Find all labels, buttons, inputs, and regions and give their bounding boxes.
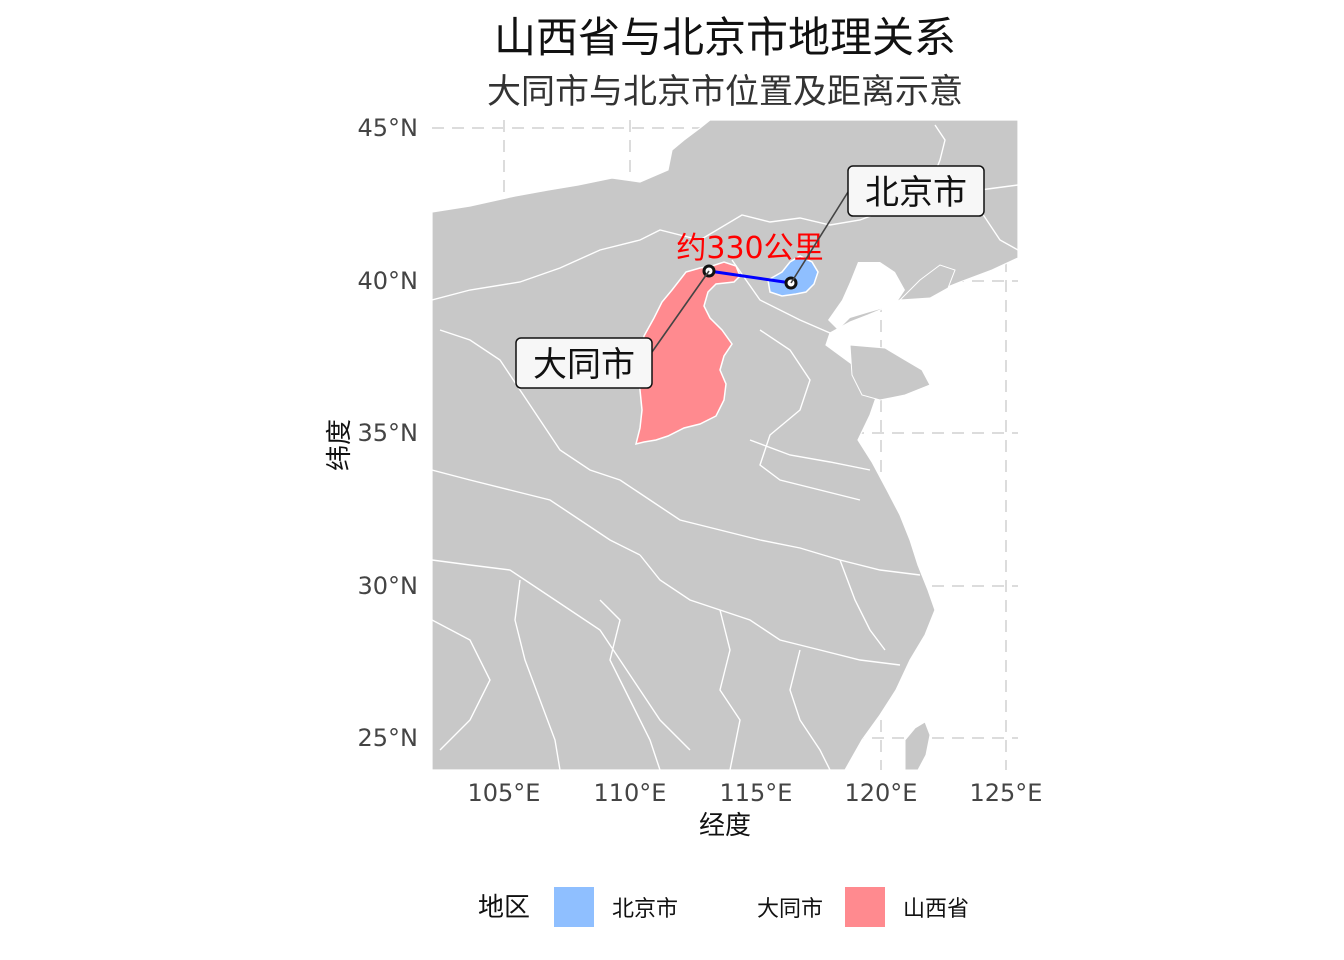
distance-label: 约330公里 — [676, 231, 823, 266]
taiwan-island — [904, 721, 931, 770]
datong-callout: 大同市 — [515, 337, 653, 389]
map-panel: 约330公里 — [432, 120, 1018, 770]
y-tick-label: 45°N — [358, 114, 419, 142]
beijing-leader-line — [790, 191, 849, 284]
y-tick-label: 40°N — [358, 267, 419, 295]
shandong-peninsula — [849, 344, 931, 401]
legend-swatch-shanxi — [845, 887, 885, 927]
x-tick-label: 125°E — [970, 779, 1043, 807]
legend-label-shanxi: 山西省 — [903, 897, 969, 922]
liaodong-peninsula — [898, 264, 956, 301]
y-tick-label: 25°N — [358, 724, 419, 752]
x-tick-label: 110°E — [594, 779, 667, 807]
x-tick-label: 120°E — [845, 779, 918, 807]
bohai-sea — [828, 262, 905, 330]
y-tick-label: 35°N — [358, 419, 419, 447]
legend-label-datong: 大同市 — [757, 897, 823, 922]
beijing-region — [767, 255, 819, 297]
x-tick-label: 105°E — [468, 779, 541, 807]
legend: 地区 北京市 大同市 山西省 — [478, 887, 969, 927]
datong-callout-label: 大同市 — [533, 345, 635, 385]
legend-title: 地区 — [478, 893, 530, 923]
distance-line — [708, 269, 792, 285]
datong-leader-line — [651, 270, 710, 353]
y-tick-label: 30°N — [358, 572, 419, 600]
y-axis-title: 纬度 — [325, 419, 355, 471]
x-tick-label: 115°E — [720, 779, 793, 807]
chart-subtitle: 大同市与北京市位置及距离示意 — [487, 72, 963, 112]
beijing-callout-label: 北京市 — [865, 173, 967, 213]
legend-swatch-beijing — [554, 887, 594, 927]
beijing-callout: 北京市 — [847, 165, 985, 217]
x-axis: 105°E 110°E 115°E 120°E 125°E 经度 — [468, 779, 1043, 841]
chart-title: 山西省与北京市地理关系 — [493, 13, 956, 62]
province-borders — [432, 124, 1018, 770]
x-axis-title: 经度 — [699, 811, 751, 841]
legend-label-beijing: 北京市 — [612, 897, 678, 922]
y-axis: 45°N 40°N 35°N 30°N 25°N 纬度 — [325, 114, 418, 752]
